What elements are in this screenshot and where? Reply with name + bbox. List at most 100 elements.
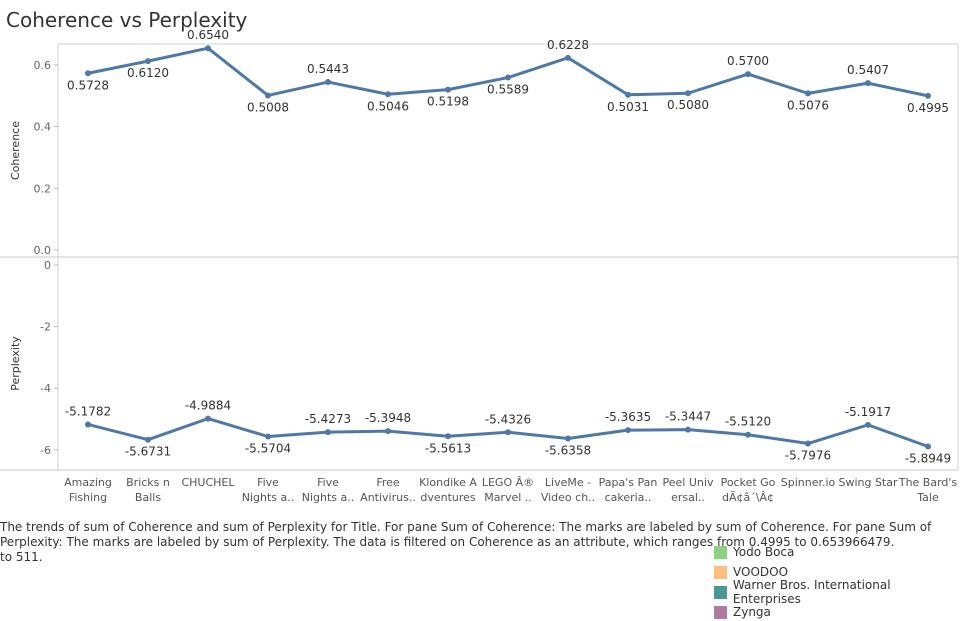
x-category-label: CHUCHEL <box>181 476 235 489</box>
legend-item[interactable]: Yodo Boca <box>714 542 794 562</box>
x-category-label: Tale <box>916 491 939 504</box>
data-label: -5.8949 <box>905 452 951 466</box>
x-category-label: cakeria.. <box>605 491 652 504</box>
data-point <box>325 79 331 86</box>
data-point <box>745 431 751 438</box>
legend-item[interactable]: VOODOO <box>714 562 788 582</box>
data-point <box>565 435 571 442</box>
data-label: -5.3948 <box>365 411 411 425</box>
data-label: 0.4995 <box>907 101 949 115</box>
x-category-label: Amazing <box>64 476 112 489</box>
x-category-label: Antivirus.. <box>360 491 416 504</box>
legend-label: Zynga <box>733 605 771 619</box>
legend-label: VOODOO <box>733 565 789 579</box>
data-label: -5.3635 <box>605 410 651 424</box>
data-point <box>385 91 391 98</box>
y-tick-label: 0.0 <box>34 244 52 257</box>
data-label: 0.5589 <box>487 83 529 97</box>
y-tick-label: -4 <box>40 382 51 395</box>
x-category-label: Marvel .. <box>484 491 532 504</box>
data-point <box>745 71 751 78</box>
data-point <box>505 74 511 81</box>
y-tick-label: 0.4 <box>34 121 52 134</box>
data-point <box>625 91 631 98</box>
axis-title-coherence: Coherence <box>9 121 22 180</box>
data-label: 0.5443 <box>307 62 349 76</box>
x-category-label: Swing Star <box>838 476 898 489</box>
data-label: 0.5076 <box>787 98 829 112</box>
data-label: 0.5728 <box>67 78 109 92</box>
data-label: -5.4326 <box>485 412 531 426</box>
legend-item[interactable]: Zynga <box>714 602 771 621</box>
data-label: -5.1782 <box>65 404 111 418</box>
data-label: 0.5031 <box>607 100 649 114</box>
data-label: 0.5046 <box>367 99 409 113</box>
data-label: 0.5407 <box>847 63 889 77</box>
y-tick-label: 0.6 <box>34 59 52 72</box>
data-point <box>325 429 331 436</box>
data-point <box>85 421 91 428</box>
data-point <box>265 92 271 99</box>
data-point <box>685 90 691 97</box>
data-label: 0.6120 <box>127 66 169 80</box>
data-label: -5.5613 <box>425 441 471 455</box>
data-point <box>805 90 811 97</box>
data-point <box>805 440 811 447</box>
legend-item[interactable]: Warner Bros. International Enterprises <box>714 578 961 606</box>
y-tick-label: -2 <box>40 321 51 334</box>
x-category-label: Free <box>376 476 400 489</box>
data-label: -5.7976 <box>785 449 831 463</box>
x-category-label: LiveMe - <box>545 476 591 489</box>
data-point <box>685 426 691 433</box>
y-tick-label: 0.2 <box>34 182 52 195</box>
color-legend: Yodo Boca VOODOO Warner Bros. Internatio… <box>714 531 961 621</box>
caption-tail: to 511. <box>0 550 43 564</box>
x-category-label: Five <box>257 476 279 489</box>
data-label: 0.5198 <box>427 95 469 109</box>
data-label: -4.9884 <box>185 399 231 413</box>
data-label: 0.5008 <box>247 100 289 114</box>
chart-caption: The trends of sum of Coherence and sum o… <box>0 520 958 565</box>
data-point <box>565 54 571 61</box>
data-label: -5.4273 <box>305 412 351 426</box>
legend-swatch <box>714 545 727 559</box>
x-category-label: Peel Univ <box>663 476 714 489</box>
data-point <box>85 70 91 77</box>
data-point <box>445 433 451 440</box>
y-tick-label: 0 <box>44 259 51 272</box>
data-point <box>505 429 511 436</box>
legend-swatch <box>714 585 727 599</box>
legend-label: Yodo Boca <box>733 545 795 559</box>
data-point <box>865 80 871 87</box>
data-point <box>385 428 391 435</box>
x-category-label: dÃ¢â´\Â¢ <box>722 491 774 504</box>
data-label: 0.6540 <box>187 28 229 42</box>
x-category-label: Balls <box>135 491 161 504</box>
x-category-label: Bricks n <box>126 476 170 489</box>
data-point <box>445 86 451 93</box>
chart-title: Coherence vs Perplexity <box>6 8 248 32</box>
x-category-label: Fishing <box>69 491 107 504</box>
legend-label: Warner Bros. International Enterprises <box>732 578 891 606</box>
x-category-label: Spinner.io <box>781 476 836 489</box>
x-category-label: Papa's Pan <box>599 476 658 489</box>
x-category-label: ersal.. <box>671 491 705 504</box>
data-point <box>925 443 931 450</box>
axis-title-perplexity: Perplexity <box>9 336 22 391</box>
chart-canvas: Coherence 0.0 0.2 0.4 0.6 0.5728 0.6120 0.6540 0… <box>0 28 959 504</box>
x-category-label: Five <box>317 476 339 489</box>
legend-swatch <box>714 605 727 619</box>
data-point <box>625 427 631 434</box>
data-point <box>145 436 151 443</box>
data-label: -5.5704 <box>245 442 291 456</box>
data-label: -5.6731 <box>125 445 171 459</box>
data-point <box>205 45 211 52</box>
data-point <box>925 92 931 99</box>
data-point <box>205 415 211 422</box>
data-label: -5.3447 <box>665 410 711 424</box>
data-label: 0.5080 <box>667 98 709 112</box>
data-label: -5.6358 <box>545 444 591 458</box>
x-category-label: Nights a.. <box>302 491 355 504</box>
data-point <box>145 58 151 65</box>
data-label: 0.6228 <box>547 38 589 52</box>
